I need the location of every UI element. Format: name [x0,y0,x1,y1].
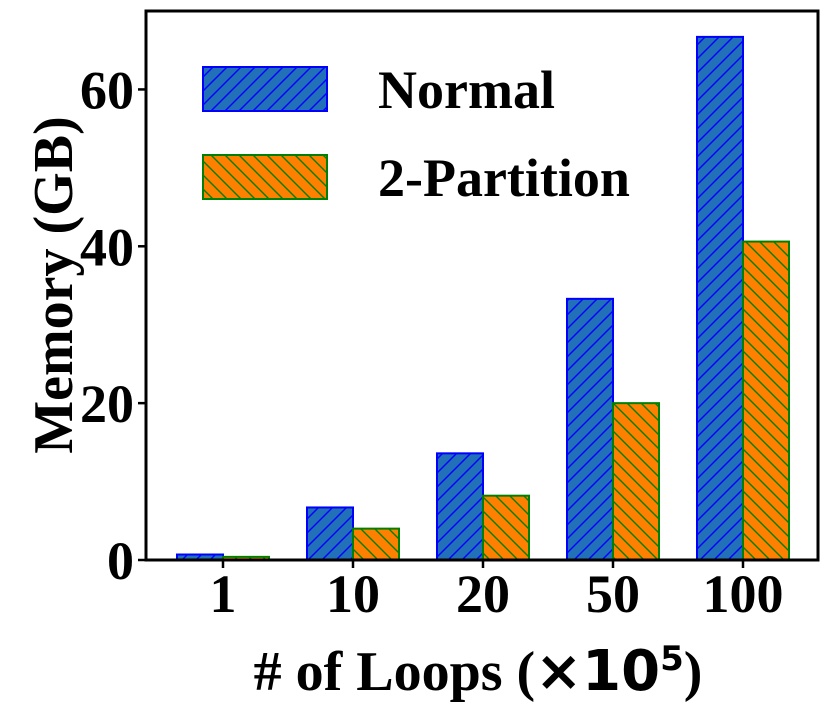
bar-hatch-normal-10 [306,506,354,561]
x-tick-label: 20 [456,564,510,624]
x-axis-label-exp: 5 [660,639,684,679]
legend-label-normal: Normal [378,60,555,120]
bar-hatch-normal-100 [696,35,744,562]
x-axis-label-suffix: ) [684,641,703,703]
y-axis-label: Memory (GB) [23,116,85,453]
bar-hatch-2-partition-10 [352,527,400,562]
bar-hatch-normal-50 [566,297,614,561]
plot-frame [144,9,820,562]
x-tick-label: 1 [210,564,237,624]
bar-hatch-2-partition-100 [742,240,790,562]
x-axis-label-base: 10 [582,639,660,704]
x-tick-label: 100 [703,564,784,624]
y-tick-label: 40 [80,217,134,277]
x-tick-label: 10 [326,564,380,624]
legend-swatch-hatch-2-partition [202,154,328,200]
legend-label-2-partition: 2-Partition [378,148,630,208]
legend: Normal 2-Partition [202,60,630,208]
bar-hatch-2-partition-50 [612,402,660,561]
ticks-layer: 1 10 20 50 100 0 20 40 60 [80,60,784,624]
x-tick-label: 50 [586,564,640,624]
x-axis-label: # of Loops (×105) [254,639,703,704]
x-axis-label-times: × [535,639,582,704]
y-tick-label: 0 [107,531,134,591]
bar-hatch-2-partition-20 [482,494,530,561]
x-axis-label-prefix: # of Loops ( [254,641,536,703]
bars-layer [176,35,790,562]
legend-swatch-hatch-normal [202,66,328,112]
y-tick-label: 20 [80,374,134,434]
bar-hatch-normal-20 [436,452,484,561]
y-tick-label: 60 [80,60,134,120]
